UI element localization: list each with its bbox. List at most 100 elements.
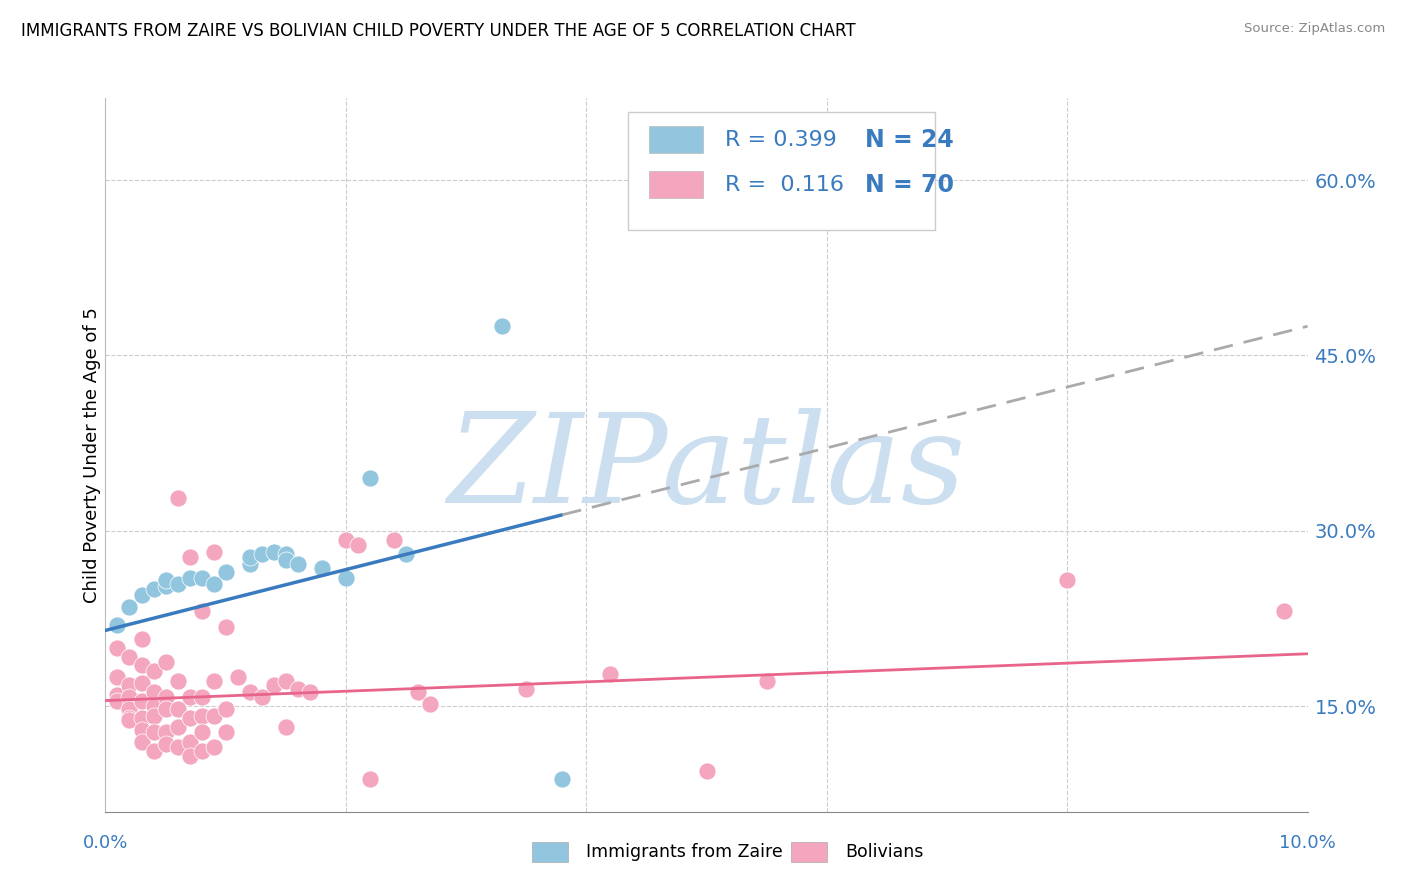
Point bbox=[1272, 603, 1295, 617]
Point bbox=[107, 617, 129, 632]
Point bbox=[142, 685, 165, 699]
Point bbox=[335, 571, 357, 585]
Point bbox=[107, 670, 129, 684]
Text: R =  0.116: R = 0.116 bbox=[724, 175, 844, 195]
Point bbox=[202, 673, 225, 688]
Point bbox=[131, 676, 153, 690]
Point bbox=[491, 319, 513, 334]
Point bbox=[696, 764, 718, 778]
Point bbox=[142, 744, 165, 758]
Point bbox=[239, 685, 262, 699]
Point bbox=[155, 690, 177, 704]
Point bbox=[118, 690, 141, 704]
Point bbox=[382, 533, 405, 548]
FancyBboxPatch shape bbox=[648, 126, 703, 153]
Point bbox=[263, 678, 285, 692]
Y-axis label: Child Poverty Under the Age of 5: Child Poverty Under the Age of 5 bbox=[83, 307, 101, 603]
Point bbox=[419, 697, 441, 711]
Point bbox=[226, 670, 249, 684]
Point bbox=[755, 673, 778, 688]
Point bbox=[202, 576, 225, 591]
Point bbox=[142, 699, 165, 714]
Point bbox=[118, 711, 141, 725]
Point bbox=[274, 547, 297, 561]
Point bbox=[118, 678, 141, 692]
Point bbox=[142, 582, 165, 597]
Point bbox=[287, 681, 309, 696]
Point bbox=[155, 702, 177, 716]
Point bbox=[190, 725, 212, 739]
Point bbox=[142, 725, 165, 739]
Text: IMMIGRANTS FROM ZAIRE VS BOLIVIAN CHILD POVERTY UNDER THE AGE OF 5 CORRELATION C: IMMIGRANTS FROM ZAIRE VS BOLIVIAN CHILD … bbox=[21, 22, 856, 40]
FancyBboxPatch shape bbox=[628, 112, 935, 230]
Point bbox=[250, 690, 273, 704]
Point bbox=[359, 772, 381, 786]
Point bbox=[155, 655, 177, 669]
Point bbox=[359, 471, 381, 485]
Point bbox=[131, 711, 153, 725]
Point bbox=[179, 748, 201, 763]
Point bbox=[166, 576, 188, 591]
Point bbox=[515, 681, 537, 696]
Point bbox=[335, 533, 357, 548]
Point bbox=[274, 673, 297, 688]
Point bbox=[107, 688, 129, 702]
Point bbox=[274, 553, 297, 567]
Point bbox=[166, 702, 188, 716]
Point bbox=[166, 491, 188, 506]
Text: Bolivians: Bolivians bbox=[845, 843, 924, 861]
Point bbox=[179, 549, 201, 564]
Point bbox=[214, 702, 236, 716]
Point bbox=[214, 620, 236, 634]
Text: ZIPatlas: ZIPatlas bbox=[447, 409, 966, 530]
Text: N = 70: N = 70 bbox=[865, 173, 955, 197]
Point bbox=[118, 650, 141, 665]
Point bbox=[406, 685, 429, 699]
Point bbox=[202, 545, 225, 559]
Point bbox=[287, 557, 309, 571]
Text: Source: ZipAtlas.com: Source: ZipAtlas.com bbox=[1244, 22, 1385, 36]
Point bbox=[202, 740, 225, 755]
FancyBboxPatch shape bbox=[648, 170, 703, 198]
Point bbox=[155, 579, 177, 593]
Point bbox=[214, 725, 236, 739]
Point bbox=[202, 708, 225, 723]
Point bbox=[395, 547, 418, 561]
Point bbox=[107, 640, 129, 655]
Point bbox=[214, 565, 236, 579]
Point bbox=[239, 549, 262, 564]
Point bbox=[131, 723, 153, 737]
Point bbox=[131, 632, 153, 646]
Point bbox=[131, 734, 153, 748]
Point bbox=[1056, 573, 1078, 587]
Point bbox=[274, 721, 297, 735]
Point bbox=[131, 658, 153, 673]
Point bbox=[166, 740, 188, 755]
Point bbox=[190, 571, 212, 585]
Point bbox=[599, 666, 621, 681]
Point bbox=[179, 734, 201, 748]
Point bbox=[298, 685, 321, 699]
Point bbox=[190, 744, 212, 758]
Point bbox=[155, 737, 177, 751]
FancyBboxPatch shape bbox=[533, 842, 568, 862]
Point bbox=[155, 725, 177, 739]
Point bbox=[155, 573, 177, 587]
Point bbox=[190, 603, 212, 617]
Point bbox=[239, 557, 262, 571]
Point bbox=[311, 561, 333, 575]
Point bbox=[347, 538, 370, 552]
Point bbox=[551, 772, 574, 786]
Point bbox=[118, 702, 141, 716]
Point bbox=[179, 690, 201, 704]
Point bbox=[118, 599, 141, 614]
Point bbox=[118, 714, 141, 728]
Text: 0.0%: 0.0% bbox=[83, 834, 128, 852]
Point bbox=[190, 708, 212, 723]
Point bbox=[166, 721, 188, 735]
Point bbox=[142, 665, 165, 679]
Text: R = 0.399: R = 0.399 bbox=[724, 130, 837, 150]
Point bbox=[179, 711, 201, 725]
FancyBboxPatch shape bbox=[790, 842, 827, 862]
Text: 10.0%: 10.0% bbox=[1279, 834, 1336, 852]
